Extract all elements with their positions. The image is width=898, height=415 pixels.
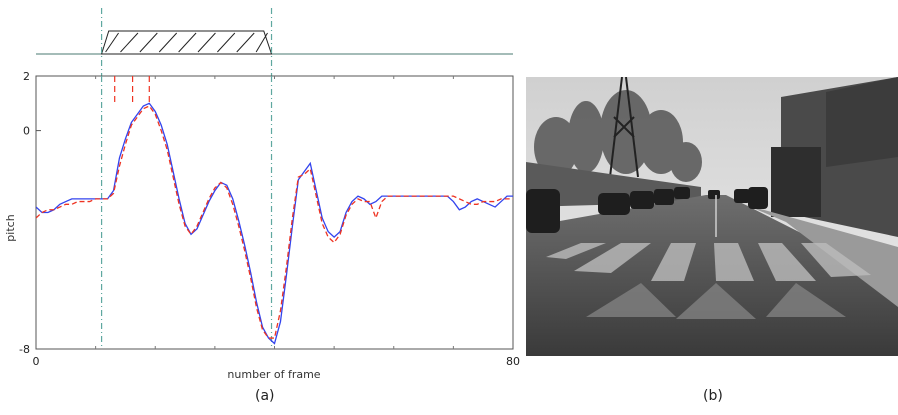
y-tick-label-2: -8 (19, 343, 30, 356)
y-tick-label-0: 2 (23, 70, 30, 83)
pulse-hatch-line (120, 32, 139, 53)
pulse-hatch-line (217, 32, 236, 53)
pulse-hatch-line (105, 32, 119, 53)
pitch-series (36, 102, 513, 345)
series-line-1 (36, 105, 513, 339)
pulse-shape (100, 30, 273, 55)
pulse-hatch-line (255, 32, 268, 53)
pulse-hatching (105, 32, 268, 53)
frame-markers (100, 76, 273, 349)
figure-a-pitch-chart: 20-80 80 number of frame pitch (4, 8, 520, 381)
x-tick-label-1: 80 (506, 355, 520, 368)
y-tick-label-1: 0 (23, 125, 30, 138)
y-axis-label: pitch (4, 214, 17, 241)
x-axis-label: number of frame (227, 368, 320, 381)
pulse-hatch-line (178, 32, 197, 53)
pulse-hatch-line (236, 32, 255, 53)
axis-ticks: 20-80 80 (19, 70, 520, 368)
caption-a: (a) (255, 388, 275, 404)
pulse-hatch-line (158, 32, 178, 53)
x-tick-label-0: 0 (33, 355, 40, 368)
pulse-hatch-line (197, 32, 216, 53)
street-crosswalk-photo (526, 77, 898, 356)
event-pulse-indicator (36, 8, 513, 76)
caption-b: (b) (703, 388, 723, 404)
pulse-hatch-line (139, 32, 158, 53)
plot-frame (35, 75, 514, 350)
series-line-0 (36, 102, 513, 345)
